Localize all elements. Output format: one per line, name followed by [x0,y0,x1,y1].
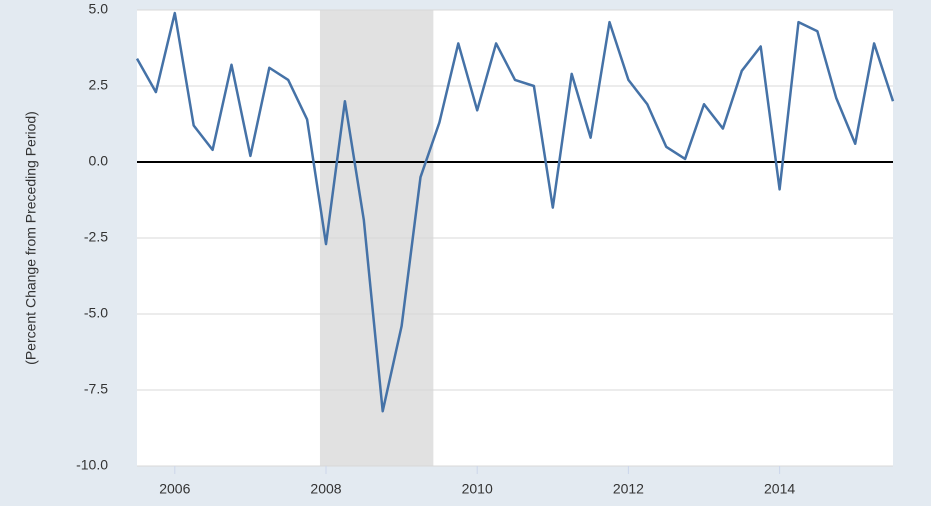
y-tick-label: -10.0 [76,457,108,473]
y-tick-label: -5.0 [84,305,108,321]
y-tick-label: 2.5 [89,77,109,93]
y-axis-label: (Percent Change from Preceding Period) [23,111,39,365]
y-tick-label: 5.0 [89,1,109,17]
x-tick-label: 2014 [764,481,795,497]
x-tick-label: 2012 [613,481,644,497]
x-tick-label: 2010 [462,481,493,497]
y-tick-label: 0.0 [89,153,109,169]
data-line [135,11,895,413]
y-tick-label: -2.5 [84,229,108,245]
x-tick-label: 2008 [310,481,341,497]
x-tick-label: 2006 [159,481,190,497]
y-tick-label: -7.5 [84,381,108,397]
